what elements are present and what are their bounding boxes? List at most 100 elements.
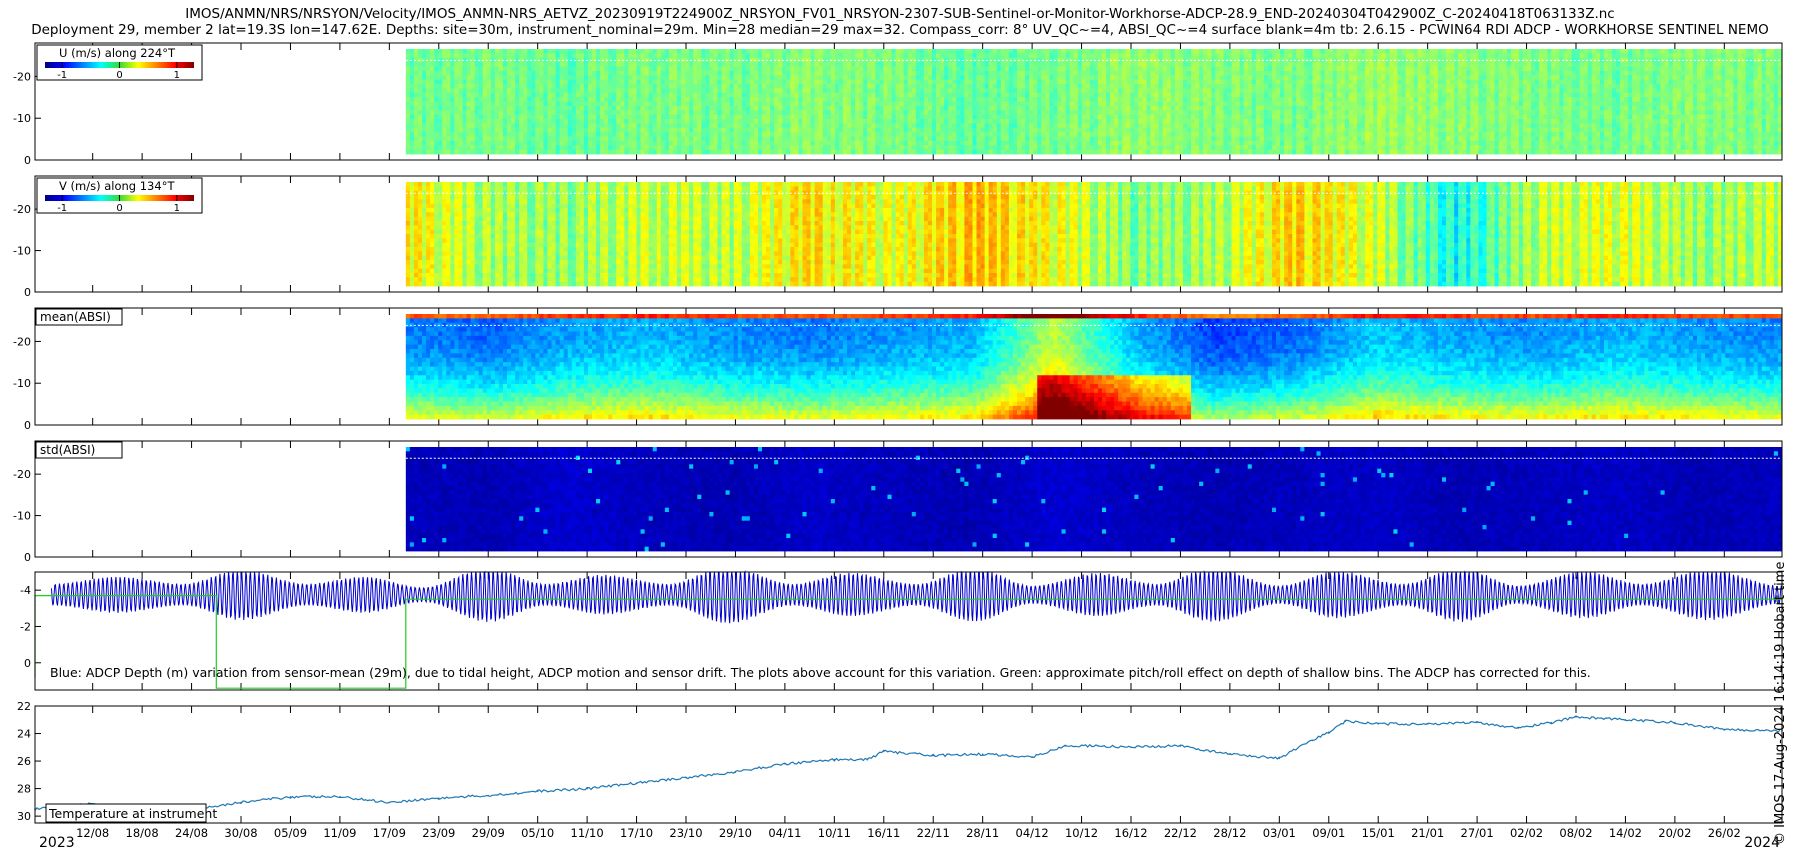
heatmap-cell bbox=[721, 132, 726, 137]
heatmap-cell bbox=[1089, 53, 1095, 59]
heatmap-cell bbox=[721, 119, 726, 124]
heatmap-cell bbox=[709, 75, 714, 81]
heatmap-cell bbox=[668, 79, 674, 85]
heatmap-cell bbox=[551, 97, 556, 102]
heatmap-cell bbox=[438, 66, 443, 72]
heatmap-cell bbox=[867, 75, 872, 81]
heatmap-cell bbox=[867, 53, 872, 59]
heatmap-cell bbox=[1000, 84, 1006, 89]
heatmap-cell bbox=[668, 119, 674, 124]
heatmap-cell bbox=[1061, 70, 1066, 76]
heatmap-cell bbox=[454, 101, 459, 107]
heatmap-cell bbox=[1053, 49, 1058, 54]
heatmap-cell bbox=[834, 53, 840, 59]
heatmap-cell bbox=[1130, 92, 1135, 98]
heatmap-cell bbox=[628, 136, 633, 142]
heatmap-cell bbox=[883, 149, 888, 155]
heatmap-cell bbox=[1021, 84, 1026, 89]
heatmap-cell bbox=[814, 110, 820, 116]
heatmap-cell bbox=[980, 62, 986, 67]
heatmap-cell bbox=[911, 110, 917, 116]
heatmap-cell bbox=[1102, 110, 1107, 116]
heatmap-cell bbox=[988, 49, 994, 54]
heatmap-cell bbox=[818, 123, 824, 129]
heatmap-cell bbox=[539, 145, 544, 151]
heatmap-cell bbox=[851, 114, 856, 120]
heatmap-cell bbox=[482, 92, 488, 98]
heatmap-cell bbox=[713, 53, 718, 59]
heatmap-cell bbox=[1126, 88, 1131, 94]
heatmap-cell bbox=[1041, 101, 1046, 107]
heatmap-cell bbox=[620, 49, 625, 54]
heatmap-cell bbox=[834, 114, 840, 120]
heatmap-cell bbox=[450, 75, 455, 81]
heatmap-cell bbox=[915, 53, 921, 59]
heatmap-cell bbox=[786, 70, 791, 76]
heatmap-cell bbox=[519, 114, 524, 120]
heatmap-cell bbox=[976, 101, 981, 107]
heatmap-cell bbox=[1154, 110, 1160, 116]
heatmap-cell bbox=[677, 53, 682, 59]
heatmap-cell bbox=[838, 75, 844, 81]
heatmap-cell bbox=[494, 84, 500, 89]
heatmap-cell bbox=[952, 140, 957, 146]
heatmap-cell bbox=[466, 92, 471, 98]
heatmap-cell bbox=[1053, 79, 1058, 85]
heatmap-cell bbox=[883, 145, 888, 151]
heatmap-cell bbox=[782, 101, 787, 107]
heatmap-cell bbox=[527, 105, 532, 111]
heatmap-cell bbox=[847, 62, 852, 67]
heatmap-cell bbox=[498, 119, 504, 124]
heatmap-cell bbox=[1000, 114, 1006, 120]
heatmap-cell bbox=[628, 97, 633, 102]
heatmap-cell bbox=[895, 114, 901, 120]
heatmap-cell bbox=[988, 110, 994, 116]
heatmap-cell bbox=[697, 101, 702, 107]
heatmap-cell bbox=[705, 66, 710, 72]
heatmap-cell bbox=[932, 114, 937, 120]
heatmap-cell bbox=[417, 84, 423, 89]
heatmap-cell bbox=[992, 114, 998, 120]
chart-subtitle: Deployment 29, member 2 lat=19.3S lon=14… bbox=[0, 22, 1800, 38]
heatmap-cell bbox=[936, 119, 941, 124]
heatmap-cell bbox=[596, 70, 601, 76]
heatmap-cell bbox=[790, 79, 795, 85]
heatmap-cell bbox=[867, 114, 872, 120]
heatmap-cell bbox=[1154, 97, 1160, 102]
heatmap-cell bbox=[515, 70, 520, 76]
heatmap-cell bbox=[1049, 84, 1054, 89]
heatmap-cell bbox=[494, 123, 500, 129]
heatmap-cell bbox=[681, 123, 686, 129]
heatmap-cell bbox=[810, 105, 816, 111]
heatmap-cell bbox=[567, 136, 573, 142]
heatmap-cell bbox=[790, 75, 795, 81]
heatmap-cell bbox=[535, 140, 540, 146]
heatmap-cell bbox=[1033, 92, 1038, 98]
heatmap-cell bbox=[842, 114, 848, 120]
heatmap-cell bbox=[1017, 145, 1022, 151]
heatmap-cell bbox=[583, 101, 589, 107]
heatmap-cell bbox=[733, 79, 739, 85]
heatmap-cell bbox=[648, 75, 654, 81]
heatmap-cell bbox=[478, 136, 484, 142]
heatmap-cell bbox=[1049, 79, 1054, 85]
heatmap-cell bbox=[794, 105, 799, 111]
heatmap-cell bbox=[1110, 145, 1115, 151]
heatmap-cell bbox=[515, 75, 520, 81]
heatmap-cell bbox=[685, 105, 690, 111]
heatmap-cell bbox=[482, 75, 488, 81]
heatmap-cell bbox=[547, 101, 552, 107]
heatmap-cell bbox=[830, 70, 836, 76]
heatmap-cell bbox=[834, 88, 840, 94]
heatmap-cell bbox=[745, 75, 751, 81]
heatmap-cell bbox=[790, 53, 795, 59]
heatmap-cell bbox=[511, 114, 516, 120]
heatmap-cell bbox=[1138, 49, 1143, 54]
heatmap-cell bbox=[697, 149, 702, 155]
heatmap-cell bbox=[571, 105, 577, 111]
heatmap-cell bbox=[1126, 101, 1131, 107]
heatmap-cell bbox=[1057, 101, 1062, 107]
heatmap-cell bbox=[834, 119, 840, 124]
heatmap-cell bbox=[515, 145, 520, 151]
heatmap-cell bbox=[482, 101, 488, 107]
